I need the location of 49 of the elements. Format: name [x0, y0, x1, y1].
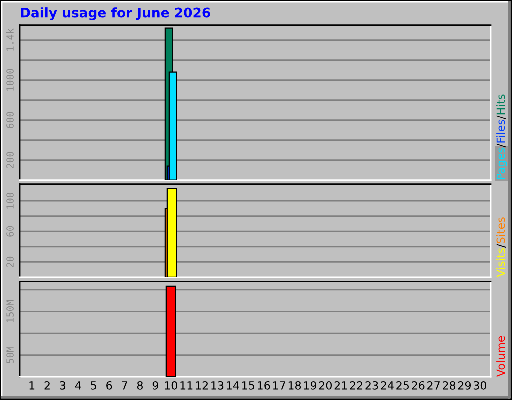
x-tick-label: 19 — [304, 381, 316, 390]
y-tick-label: 60 — [6, 226, 14, 237]
x-tick-label: 17 — [273, 382, 286, 390]
x-tick-label: 28 — [443, 381, 456, 390]
x-tick-label: 9 — [152, 381, 158, 390]
y-tick-label: 1.4k — [6, 28, 14, 51]
x-tick-label: 23 — [366, 381, 378, 390]
y-tick-label: 200 — [6, 152, 14, 168]
x-tick-label: 2 — [44, 381, 50, 390]
y-tick-label: 600 — [6, 112, 14, 128]
x-tick-label: 13 — [212, 381, 224, 390]
y-tick-label: 50M — [6, 346, 14, 364]
x-tick-label: 30 — [474, 381, 487, 390]
x-tick-label: 8 — [137, 381, 143, 390]
x-tick-label: 7 — [122, 382, 128, 390]
x-tick-label: 3 — [60, 381, 66, 390]
text: / — [496, 116, 506, 120]
chart-title: Daily usage for June 2026 — [21, 8, 210, 20]
x-tick-label: 20 — [319, 381, 332, 390]
x-tick-label: 18 — [288, 381, 302, 390]
x-tick-label: 11 — [180, 382, 193, 390]
x-tick-label: 5 — [91, 382, 96, 390]
x-tick-label: 6 — [106, 381, 112, 390]
x-tick-label: 4 — [75, 382, 82, 390]
x-tick-label: 22 — [350, 381, 363, 390]
y-tick-label: 20 — [6, 256, 14, 268]
y-tick-label: 150M — [6, 300, 14, 322]
x-tick-label: 16 — [258, 381, 270, 390]
text: Sites — [496, 218, 506, 244]
x-tick-label: 25 — [396, 381, 410, 390]
x-tick-label: 27 — [428, 381, 440, 390]
x-tick-label: 12 — [196, 381, 208, 390]
text: Files — [496, 120, 506, 143]
x-tick-label: 14 — [227, 382, 240, 390]
x-tick-label: 26 — [412, 381, 425, 390]
text: Pages — [496, 148, 508, 180]
y-tick-label: 100 — [6, 192, 14, 209]
text: / — [496, 244, 506, 248]
text: / — [496, 144, 506, 148]
x-tick-label: 15 — [242, 382, 254, 390]
text: Hits — [496, 94, 506, 115]
x-tick-label: 1 — [30, 382, 35, 390]
x-tick-label: 10 — [165, 381, 178, 390]
text: Visits — [496, 248, 506, 278]
y-tick-label: 1000 — [6, 69, 14, 91]
x-tick-label: 29 — [458, 381, 472, 390]
text: Volume — [496, 336, 506, 378]
x-tick-label: 24 — [381, 381, 394, 390]
x-tick-label: 21 — [334, 381, 348, 390]
